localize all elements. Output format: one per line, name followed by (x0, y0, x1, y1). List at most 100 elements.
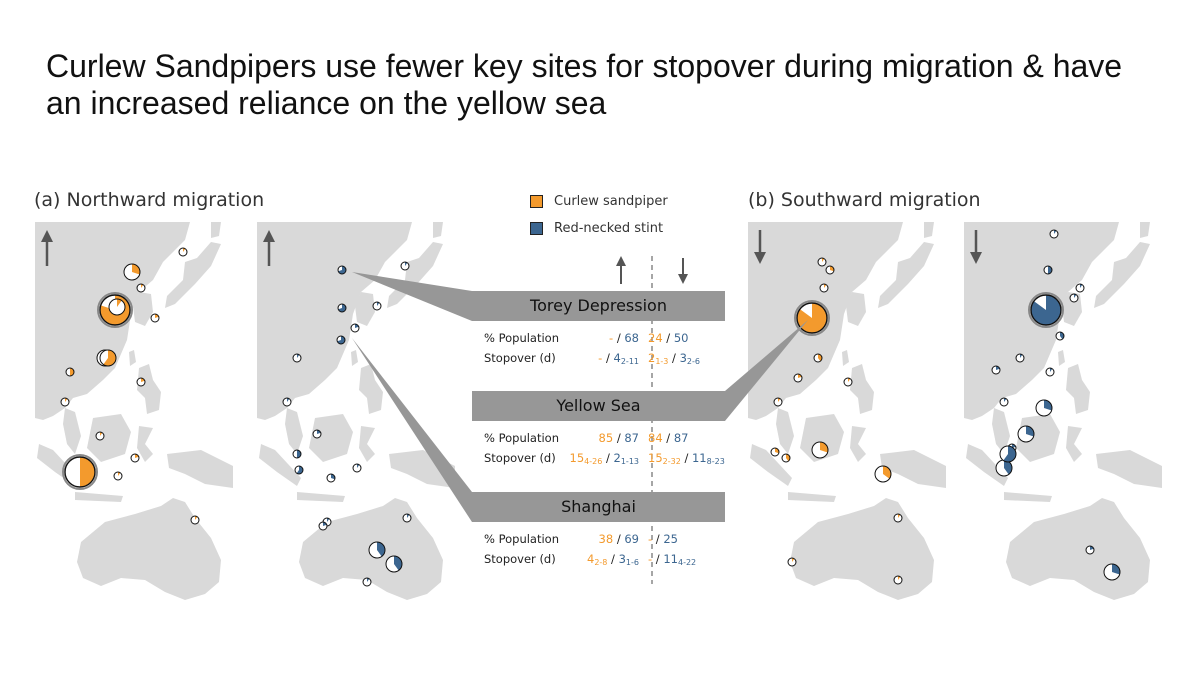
site-pie (893, 513, 903, 523)
label-population: % Population (484, 431, 560, 445)
site-pie (773, 397, 783, 407)
site-pie (352, 463, 362, 473)
site-pie (817, 257, 827, 267)
site-pie (991, 365, 1001, 375)
site-pie (1035, 399, 1053, 417)
site-pie (282, 397, 292, 407)
site-name: Torey Depression (472, 291, 725, 321)
land-mass (257, 222, 455, 600)
legend-curlew-label: Curlew sandpiper (554, 193, 668, 209)
site-pie (336, 335, 346, 345)
site-pie (337, 303, 347, 313)
north-stopover: 42-8 / 31-6 (587, 552, 639, 567)
stat-row-population: % Population 38 / 69 - / 25 (472, 529, 725, 549)
arrow-down-icon (754, 230, 766, 264)
site-pie (99, 349, 117, 367)
legend: Curlew sandpiper Red-necked stint (530, 192, 668, 246)
site-pie (1028, 292, 1064, 328)
site-pie (893, 575, 903, 585)
site-pie (136, 283, 146, 293)
site-pie (95, 431, 105, 441)
stat-row-stopover: Stopover (d) 154-26 / 21-13 152-32 / 118… (472, 448, 725, 468)
map-north-curlew (35, 222, 233, 600)
site-pie (368, 541, 386, 559)
site-pie (113, 471, 123, 481)
site-pie (372, 301, 382, 311)
site-pie (337, 265, 347, 275)
site-pie (402, 513, 412, 523)
stat-row-population: % Population 85 / 87 84 / 87 (472, 428, 725, 448)
arrow-up-icon (616, 256, 626, 284)
map-north-stint (257, 222, 455, 600)
north-population: 38 / 69 (598, 532, 639, 546)
site-pie (65, 367, 75, 377)
label-population: % Population (484, 331, 560, 345)
land-mass (748, 222, 946, 600)
site-pie (843, 377, 853, 387)
site-pie (150, 313, 160, 323)
site-pie (811, 441, 829, 459)
site-pie (995, 459, 1013, 477)
site-pie (292, 353, 302, 363)
site-pie (190, 515, 200, 525)
south-population: 84 / 87 (648, 431, 689, 445)
site-pie (385, 555, 403, 573)
arrow-up-icon (263, 230, 275, 266)
arrow-up-icon (41, 230, 53, 266)
curlew-swatch (530, 194, 543, 208)
site-pie (318, 521, 328, 531)
site-pie (874, 465, 892, 483)
site-pie (1017, 425, 1035, 443)
south-population: - / 25 (648, 532, 678, 546)
stat-row-population: % Population - / 68 24 / 50 (472, 328, 725, 348)
site-pie (1015, 353, 1025, 363)
site-pie (130, 453, 140, 463)
site-pie (60, 397, 70, 407)
label-stopover: Stopover (d) (484, 351, 556, 365)
site-yellowsea: Yellow Sea % Population 85 / 87 84 / 87 … (472, 391, 725, 468)
site-pie (1049, 229, 1059, 239)
site-pie (819, 283, 829, 293)
site-pie (400, 261, 410, 271)
south-stopover: - / 114-22 (648, 552, 697, 567)
north-population: - / 68 (609, 331, 639, 345)
site-pie (793, 373, 803, 383)
site-pie (999, 397, 1009, 407)
site-pie (999, 445, 1017, 463)
site-pie (770, 447, 780, 457)
map-south-stint (964, 222, 1162, 600)
north-stopover: 154-26 / 21-13 (569, 451, 639, 466)
site-pie (1103, 563, 1121, 581)
site-pie (781, 453, 791, 463)
south-stopover: 21-3 / 32-6 (648, 351, 700, 366)
site-pie (1075, 283, 1085, 293)
site-pie (362, 577, 372, 587)
map-south-curlew (748, 222, 946, 600)
stat-row-stopover: Stopover (d) - / 42-11 21-3 / 32-6 (472, 348, 725, 368)
legend-curlew: Curlew sandpiper (530, 192, 668, 210)
site-torey: Torey Depression % Population - / 68 24 … (472, 291, 725, 368)
legend-stint-label: Red-necked stint (554, 220, 664, 236)
site-pie (62, 454, 98, 490)
arrow-down-icon (678, 258, 688, 284)
site-name: Yellow Sea (472, 391, 725, 421)
land-mass (964, 222, 1162, 600)
stat-row-stopover: Stopover (d) 42-8 / 31-6 - / 114-22 (472, 549, 725, 569)
north-stopover: - / 42-11 (598, 351, 639, 366)
site-pie (350, 323, 360, 333)
stint-swatch (530, 221, 543, 235)
site-pie (825, 265, 835, 275)
site-pie (108, 298, 126, 316)
site-shanghai: Shanghai % Population 38 / 69 - / 25 Sto… (472, 492, 725, 569)
site-pie (794, 300, 830, 336)
south-population: 24 / 50 (648, 331, 689, 345)
site-pie (136, 377, 146, 387)
southward-heading: (b) Southward migration (748, 189, 981, 211)
site-pie (312, 429, 322, 439)
label-population: % Population (484, 532, 560, 546)
label-stopover: Stopover (d) (484, 451, 556, 465)
site-pie (1069, 293, 1079, 303)
site-pie (292, 449, 302, 459)
site-pie (294, 465, 304, 475)
northward-heading: (a) Northward migration (34, 189, 265, 211)
